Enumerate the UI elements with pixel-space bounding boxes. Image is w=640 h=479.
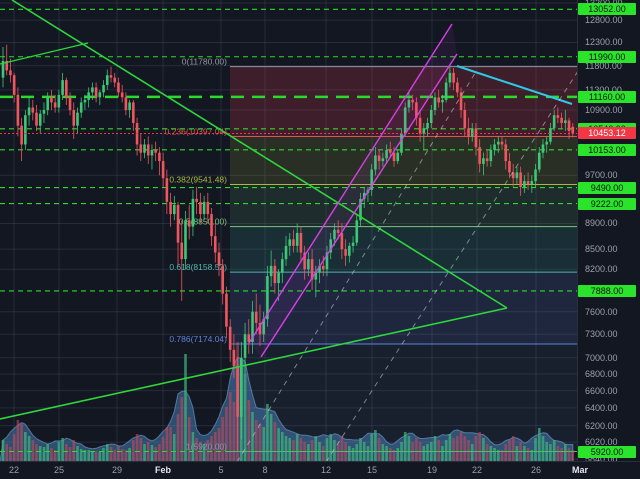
fib-level-label: 0.5(8850.00) xyxy=(179,217,227,227)
price-tick-label: 7600.00 xyxy=(585,306,618,317)
fib-level-label: 0.786(7174.04) xyxy=(169,334,227,344)
fib-level-label: 1(5920.00) xyxy=(186,442,227,452)
alert-price-tag[interactable]: 5920.00 xyxy=(578,445,636,458)
price-tick-label: 7300.00 xyxy=(585,329,618,340)
price-tick-label: 8200.00 xyxy=(585,264,618,275)
fib-level-label: 0(11780.00) xyxy=(182,57,227,67)
price-tick-label: 8900.00 xyxy=(585,218,618,229)
price-tick-label: 10900.00 xyxy=(585,105,623,116)
time-day-label: 19 xyxy=(426,465,438,475)
rising-wedge-support-trendline[interactable] xyxy=(0,307,508,420)
price-tick-label: 12800.00 xyxy=(585,15,623,26)
price-tick-label: 8500.00 xyxy=(585,244,618,255)
time-day-label: 15 xyxy=(366,465,378,475)
time-day-label: 12 xyxy=(320,465,332,475)
short-rising-trendline-topleft[interactable] xyxy=(0,42,89,65)
fib-level-label: 0.236(10397.04) xyxy=(165,126,228,136)
price-tick-label: 9700.00 xyxy=(585,170,618,181)
price-axis[interactable]: 13200.0012800.0012300.0011800.0011300.00… xyxy=(577,0,640,465)
price-tick-label: 12300.00 xyxy=(585,37,623,48)
price-tick-label: 6020.00 xyxy=(585,437,618,448)
time-day-label: 5 xyxy=(218,465,224,475)
time-month-label: Feb xyxy=(154,465,172,475)
price-tick-label: 11300.00 xyxy=(585,84,622,95)
time-day-label: 8 xyxy=(262,465,268,475)
magenta-channel-lower-line[interactable] xyxy=(260,53,458,358)
fibonacci-level-lines[interactable]: 0(11780.00) 0.236(10397.04) 0.382(9541.48)… xyxy=(165,57,578,453)
price-tick-label: 6800.00 xyxy=(585,368,618,379)
time-day-label: 29 xyxy=(111,465,123,475)
descending-resistance-trendline[interactable] xyxy=(11,0,508,309)
fib-level-label: 0.618(8158.52) xyxy=(169,262,227,272)
time-day-label: 22 xyxy=(471,465,483,475)
time-day-label: 22 xyxy=(8,465,20,475)
alert-price-tag[interactable]: 10153.00 xyxy=(578,143,636,156)
last-price-tag[interactable]: 10453.12 xyxy=(578,127,636,140)
time-month-label: Mar xyxy=(571,465,589,475)
alert-price-tag[interactable]: 11990.00 xyxy=(578,50,636,63)
time-axis[interactable]: 22 25 29 Feb 5 8 12 15 19 22 26 Mar xyxy=(0,461,640,479)
alert-price-tag[interactable]: 7888.00 xyxy=(578,284,636,297)
price-tick-label: 11800.00 xyxy=(585,60,622,71)
price-tick-label: 5840.00 xyxy=(585,454,618,465)
fib-level-label: 0.382(9541.48) xyxy=(169,175,227,185)
price-tick-label: 7000.00 xyxy=(585,352,618,363)
alert-price-tag[interactable]: 9222.00 xyxy=(578,197,636,210)
alert-price-tag[interactable]: 9490.00 xyxy=(578,181,636,194)
candlestick-series xyxy=(1,44,575,452)
magenta-channel-upper-line[interactable] xyxy=(248,23,453,344)
time-day-label: 26 xyxy=(530,465,542,475)
price-tick-label: 6400.00 xyxy=(585,402,618,413)
time-day-label: 25 xyxy=(53,465,65,475)
alert-price-tag[interactable]: 13052.00 xyxy=(578,3,636,16)
alert-price-tag[interactable]: 11160.00 xyxy=(578,90,636,103)
gray-dashed-channel-line-a[interactable] xyxy=(236,69,478,463)
price-tick-label: 6200.00 xyxy=(585,420,618,431)
cyan-descending-trendline[interactable] xyxy=(456,65,573,105)
price-tick-label: 6600.00 xyxy=(585,385,618,396)
